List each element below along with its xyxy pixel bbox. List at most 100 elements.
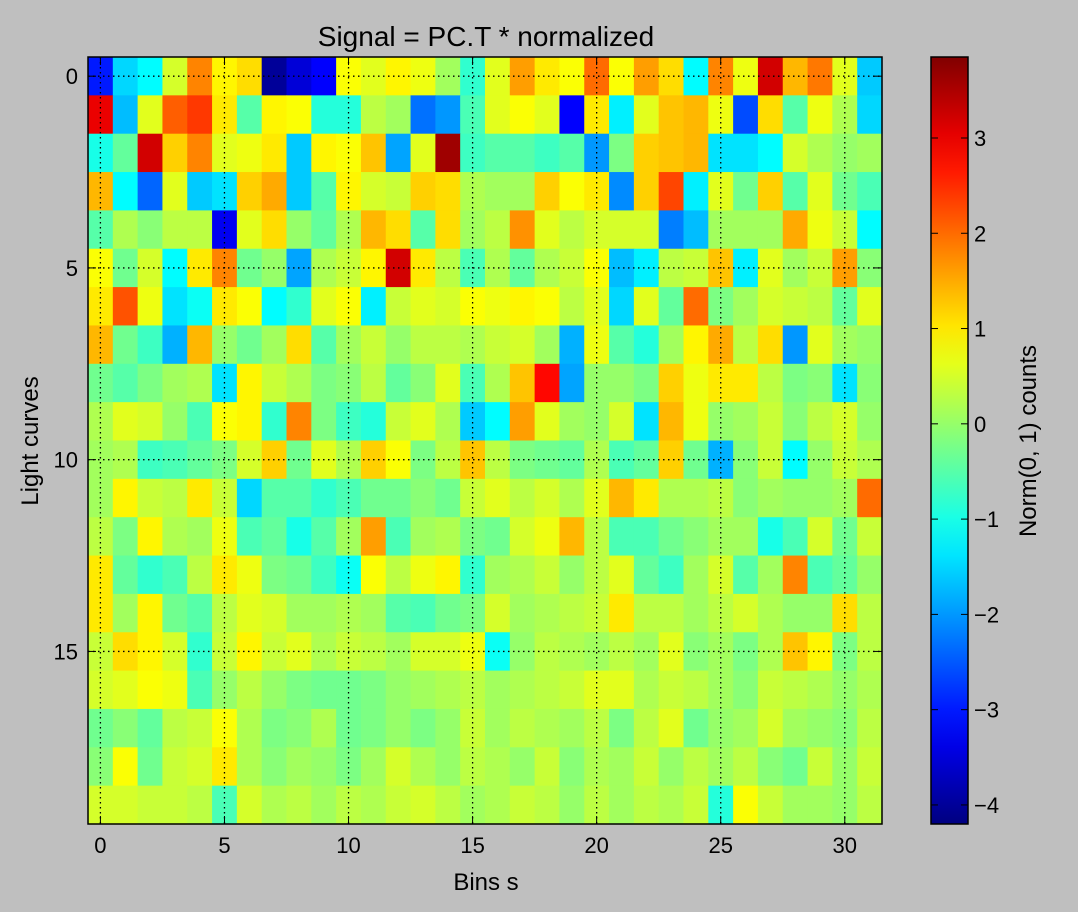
heatmap-cell: [584, 210, 610, 250]
heatmap-cell: [757, 287, 784, 327]
heatmap-cell: [435, 747, 461, 787]
heatmap-cell: [236, 478, 263, 518]
heatmap-cell: [137, 670, 164, 710]
heatmap-cell: [782, 402, 809, 442]
x-axis: 0 5 10 15 20 25 30: [94, 57, 857, 858]
heatmap-cell: [733, 363, 759, 403]
heatmap-cell: [733, 440, 759, 480]
heatmap-cell: [162, 95, 188, 135]
heatmap-cell: [658, 287, 685, 327]
heatmap-cell: [88, 747, 114, 787]
heatmap-cell: [782, 708, 809, 748]
heatmap-cell: [112, 287, 139, 327]
colorbar-tick-label: 3: [974, 126, 986, 151]
heatmap-cell: [261, 210, 288, 250]
heatmap-cell: [360, 670, 387, 710]
heatmap-cell: [385, 325, 412, 365]
heatmap-cell: [187, 708, 213, 748]
heatmap-cell: [757, 172, 784, 211]
heatmap-cell: [559, 210, 585, 250]
heatmap-cell: [311, 785, 337, 825]
heatmap-cell: [609, 632, 635, 672]
heatmap-cell: [683, 248, 709, 288]
heatmap-cell: [162, 172, 188, 211]
heatmap-cell: [162, 747, 188, 787]
heatmap-cell: [633, 747, 660, 787]
heatmap-cell: [609, 555, 635, 595]
heatmap-cell: [757, 555, 784, 595]
heatmap-cell: [807, 363, 833, 403]
heatmap-cell: [534, 325, 561, 365]
heatmap-cell: [633, 708, 660, 748]
heatmap-cell: [187, 785, 213, 825]
heatmap-cell: [311, 593, 337, 633]
heatmap-cell: [782, 363, 809, 403]
heatmap-cell: [336, 402, 362, 442]
heatmap-cell: [410, 478, 436, 518]
heatmap-cell: [782, 747, 809, 787]
heatmap-cell: [385, 133, 412, 173]
heatmap-cell: [162, 478, 188, 518]
heatmap-cell: [509, 287, 536, 327]
heatmap-cell: [286, 478, 312, 518]
heatmap-cell: [435, 478, 461, 518]
heatmap-cell: [435, 172, 461, 211]
heatmap-cell: [187, 133, 213, 173]
heatmap-cell: [708, 670, 734, 710]
plot-frame: [87, 56, 883, 825]
heatmap-cell: [609, 95, 635, 135]
heatmap-cell: [286, 133, 312, 173]
heatmap-cell: [782, 478, 809, 518]
heatmap-cell: [360, 133, 387, 173]
heatmap-cell: [658, 785, 685, 825]
heatmap-cell: [187, 478, 213, 518]
heatmap-cell: [485, 593, 511, 633]
heatmap-cell: [832, 747, 858, 787]
heatmap-cell: [236, 708, 263, 748]
heatmap-cell: [509, 210, 536, 250]
heatmap-cell: [584, 747, 610, 787]
heatmap-cell: [633, 325, 660, 365]
heatmap-cell: [733, 57, 759, 96]
heatmap-cell: [633, 440, 660, 480]
heatmap-cell: [559, 555, 585, 595]
heatmap-cell: [112, 402, 139, 442]
heatmap-cell: [609, 325, 635, 365]
y-tick-label: 5: [66, 256, 78, 281]
x-tick-label: 25: [708, 833, 732, 858]
heatmap-cell: [435, 785, 461, 825]
heatmap-cell: [360, 478, 387, 518]
heatmap-cell: [435, 325, 461, 365]
heatmap-cell: [807, 172, 833, 211]
heatmap-cell: [609, 517, 635, 557]
heatmap-cell: [708, 440, 734, 480]
heatmap-cell: [733, 670, 759, 710]
heatmap-cell: [485, 95, 511, 135]
heatmap-cell: [286, 402, 312, 442]
heatmap-cell: [137, 747, 164, 787]
heatmap-cell: [410, 555, 436, 595]
heatmap-cell: [807, 210, 833, 250]
heatmap-cell: [559, 478, 585, 518]
heatmap-cell: [286, 363, 312, 403]
heatmap-cell: [137, 402, 164, 442]
heatmap-cell: [187, 363, 213, 403]
heatmap-cell: [757, 57, 784, 96]
heatmap-cell: [336, 172, 362, 211]
heatmap-cell: [261, 172, 288, 211]
heatmap-cell: [435, 402, 461, 442]
heatmap-cell: [360, 172, 387, 211]
heatmap-cell: [261, 133, 288, 173]
heatmap-cell: [633, 287, 660, 327]
heatmap-cell: [286, 95, 312, 135]
heatmap-cell: [236, 210, 263, 250]
heatmap-cell: [807, 287, 833, 327]
heatmap-cell: [460, 287, 486, 327]
heatmap-cell: [782, 325, 809, 365]
heatmap-cell: [509, 325, 536, 365]
heatmap-cell: [485, 133, 511, 173]
heatmap-cell: [336, 325, 362, 365]
heatmap-cell: [708, 210, 734, 250]
heatmap-cell: [385, 593, 412, 633]
heatmap-cell: [708, 287, 734, 327]
